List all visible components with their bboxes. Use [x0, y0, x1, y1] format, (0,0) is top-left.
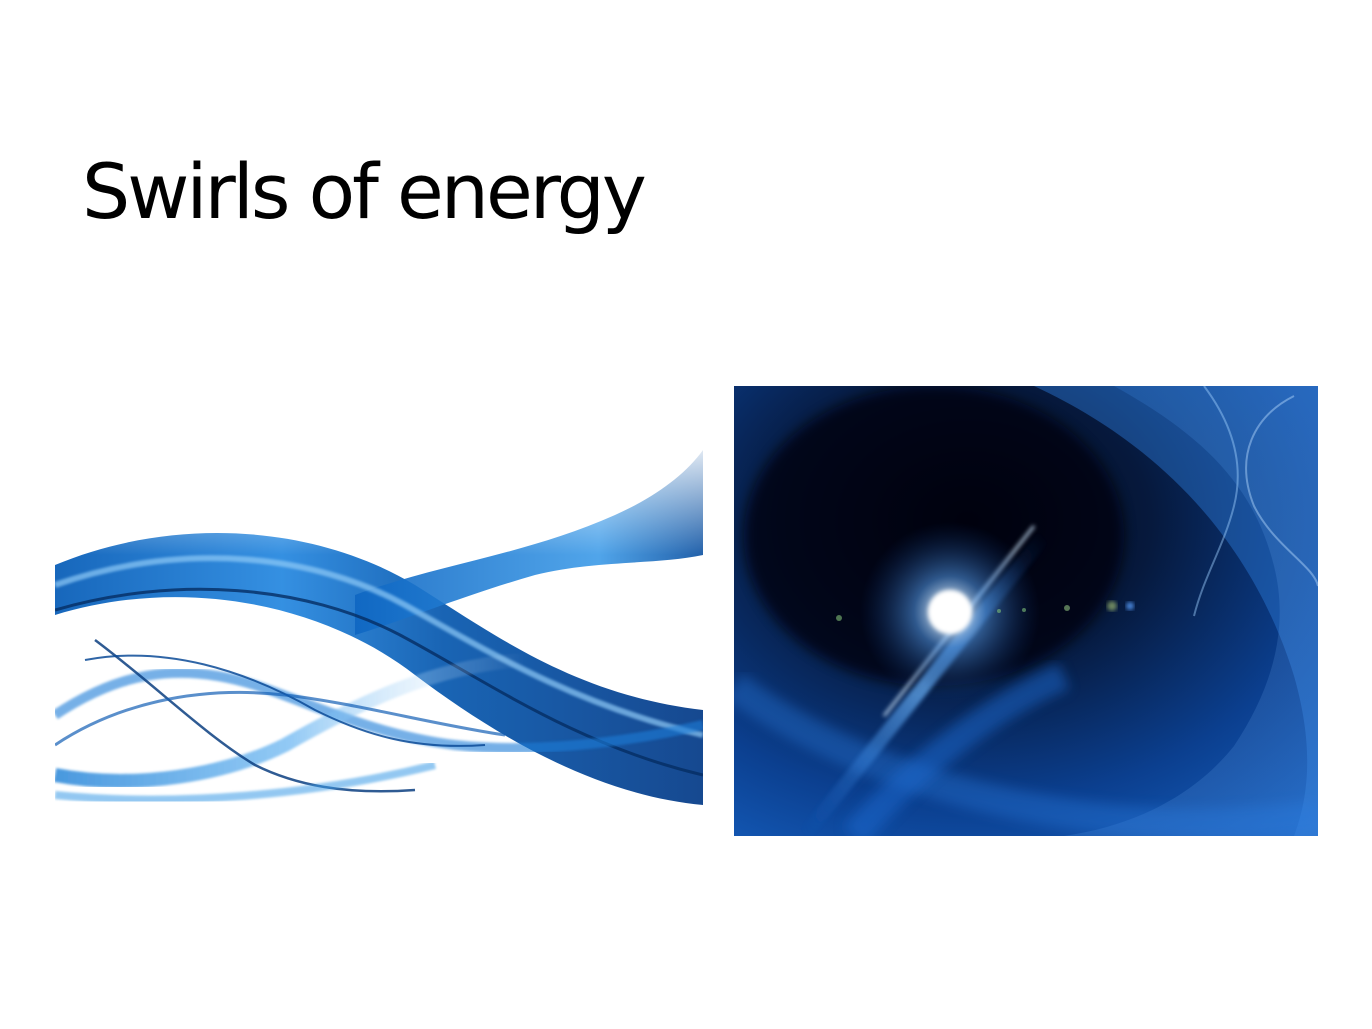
- light-burst-graphic: [734, 386, 1318, 836]
- blue-light-burst-image: [734, 386, 1318, 836]
- blue-swirl-ribbons-image: [55, 445, 703, 810]
- slide-title: Swirls of energy: [82, 147, 647, 236]
- swirl-graphic: [55, 445, 703, 810]
